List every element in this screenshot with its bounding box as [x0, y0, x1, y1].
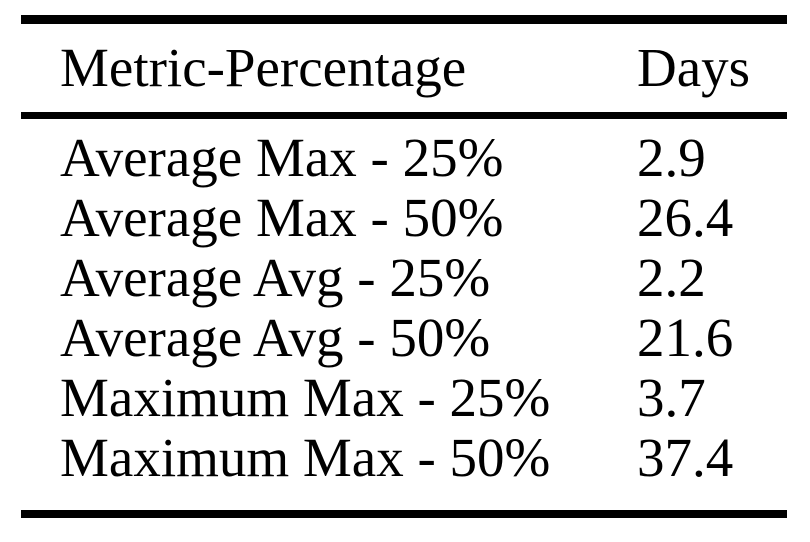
column-header-metric: Metric-Percentage	[60, 37, 467, 98]
metric-cell: Average Avg - 25%	[60, 247, 491, 308]
table-row: Maximum Max - 50% 37.4	[21, 428, 787, 488]
days-cell: 37.4	[637, 427, 734, 488]
table-row: Average Avg - 50% 21.6	[21, 308, 787, 368]
table-row: Average Max - 50% 26.4	[21, 188, 787, 248]
days-cell: 2.9	[637, 127, 706, 188]
table-header-row: Metric-Percentage Days	[21, 24, 787, 112]
metric-cell: Maximum Max - 50%	[60, 427, 551, 488]
table-top-rule	[21, 15, 787, 24]
days-cell: 2.2	[637, 247, 706, 308]
metric-cell: Maximum Max - 25%	[60, 367, 551, 428]
days-cell: 3.7	[637, 367, 706, 428]
table-row: Average Max - 25% 2.9	[21, 128, 787, 188]
metric-cell: Average Max - 25%	[60, 127, 504, 188]
column-header-days: Days	[637, 37, 751, 98]
metric-cell: Average Avg - 50%	[60, 307, 491, 368]
metric-cell: Average Max - 50%	[60, 187, 504, 248]
table-row: Average Avg - 25% 2.2	[21, 248, 787, 308]
days-cell: 26.4	[637, 187, 734, 248]
table-body: Average Max - 25% 2.9 Average Max - 50% …	[21, 128, 787, 488]
table-row: Maximum Max - 25% 3.7	[21, 368, 787, 428]
table-bottom-rule	[21, 510, 787, 518]
table-mid-rule	[21, 112, 787, 119]
days-cell: 21.6	[637, 307, 734, 368]
